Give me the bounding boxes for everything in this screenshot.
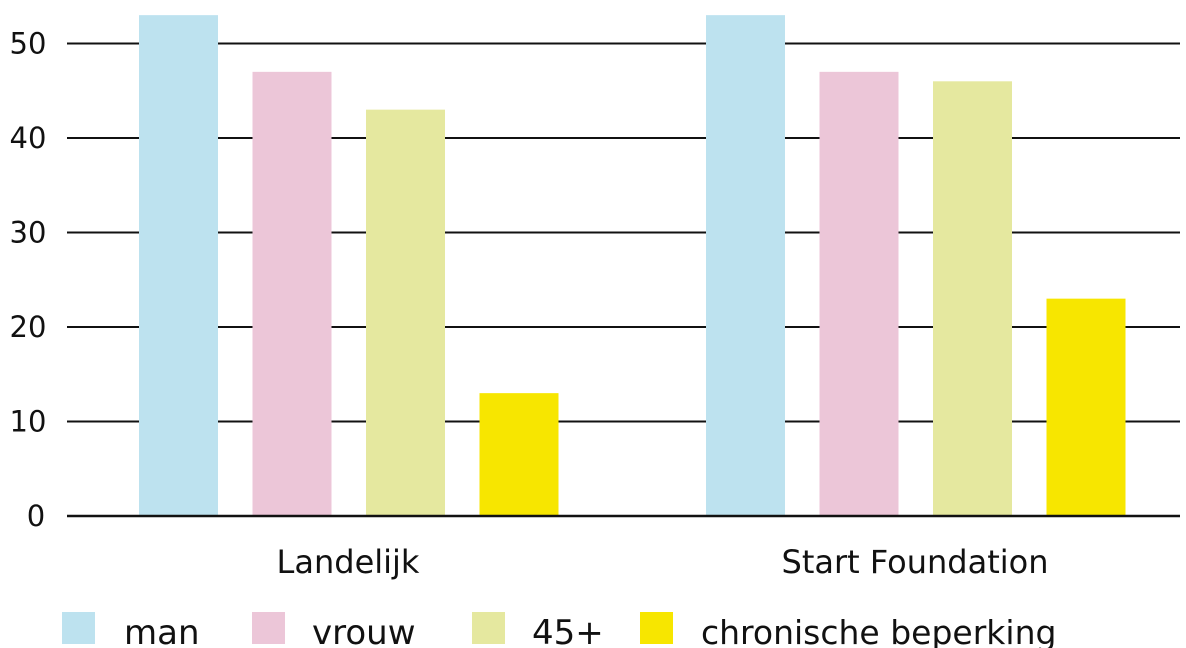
gridlines: [67, 42, 1180, 423]
bar-landelijk-chronische-beperking: [479, 393, 559, 516]
legend-swatch-man: [62, 612, 95, 644]
y-axis-ticks: 0 10 20 30 40 50: [10, 27, 47, 534]
bar-start-foundation-45plus: [933, 81, 1012, 517]
y-tick-label: 40: [10, 121, 47, 155]
y-tick-label: 30: [10, 216, 47, 250]
bars: [139, 15, 1126, 517]
bar-start-foundation-vrouw: [819, 71, 899, 516]
legend-swatch-chronische-beperking: [640, 612, 673, 644]
y-tick-label: 50: [10, 27, 47, 61]
bar-landelijk-45plus: [366, 109, 445, 517]
bar-start-foundation-man: [706, 15, 785, 517]
legend-swatch-45plus: [472, 612, 505, 644]
legend: man vrouw 45+ chronische beperking: [62, 612, 1056, 648]
category-labels: Landelijk Start Foundation: [277, 543, 1049, 581]
category-label-landelijk: Landelijk: [277, 543, 420, 581]
y-tick-label: 10: [10, 405, 47, 439]
legend-label-chronische-beperking: chronische beperking: [701, 613, 1056, 648]
bar-start-foundation-chronische-beperking: [1046, 298, 1126, 516]
bar-landelijk-vrouw: [252, 71, 332, 516]
legend-label-man: man: [124, 613, 200, 648]
y-tick-label: 0: [27, 499, 45, 533]
legend-swatch-vrouw: [252, 612, 285, 644]
category-label-start-foundation: Start Foundation: [782, 543, 1049, 581]
legend-label-45plus: 45+: [532, 613, 604, 648]
y-tick-label: 20: [10, 310, 47, 344]
legend-label-vrouw: vrouw: [312, 613, 416, 648]
bar-landelijk-man: [139, 15, 218, 517]
